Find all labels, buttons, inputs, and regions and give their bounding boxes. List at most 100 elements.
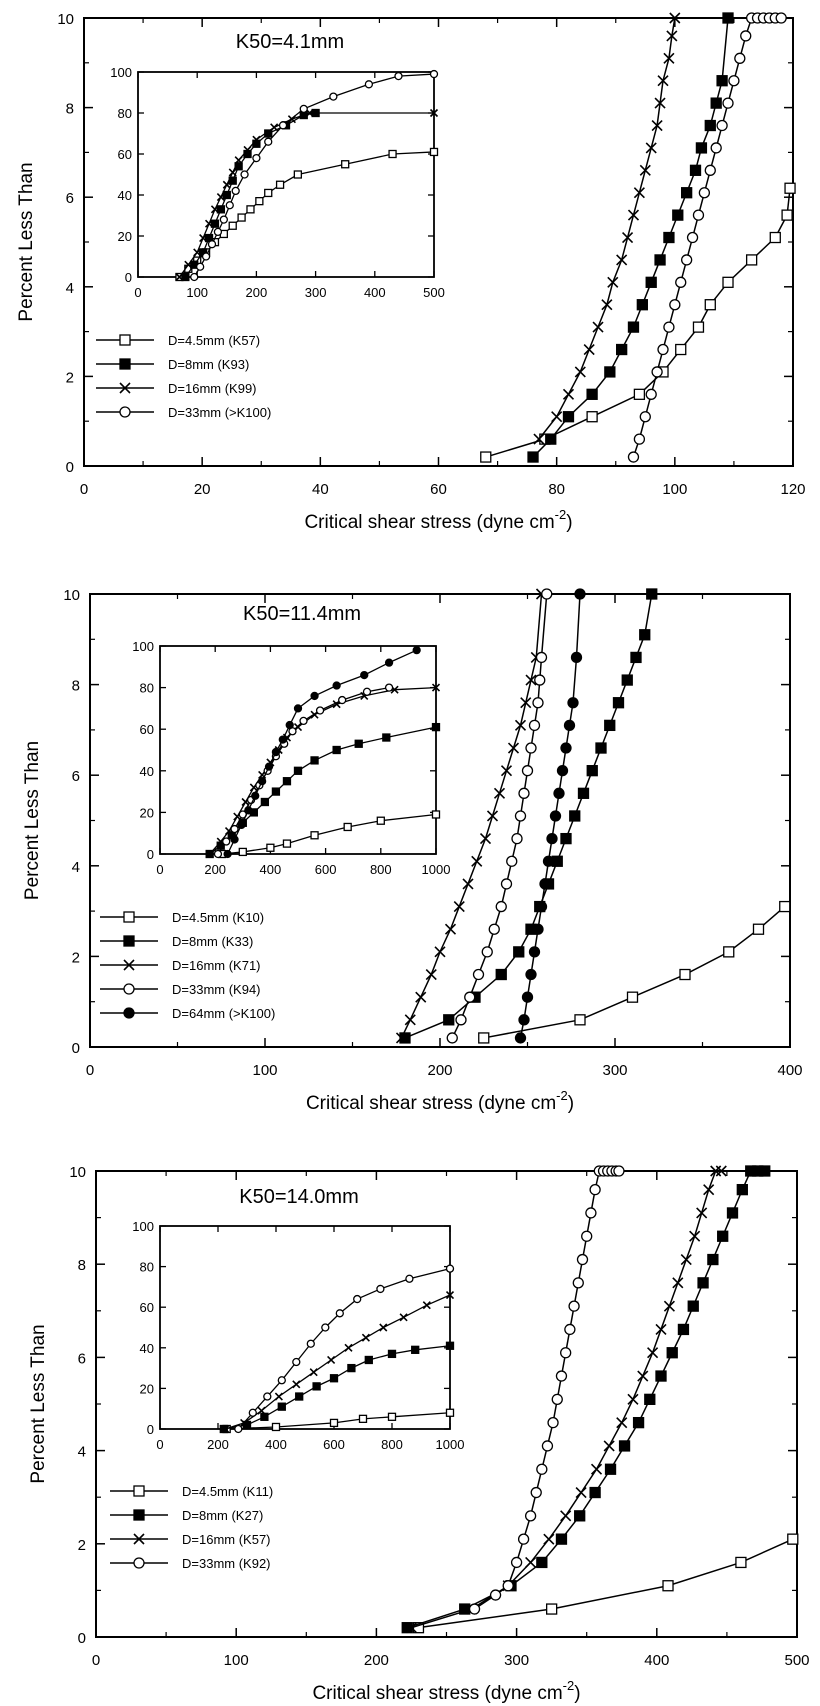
inset-series-1-point	[310, 831, 319, 840]
series-1-point	[781, 209, 793, 221]
series-4-point	[740, 30, 752, 42]
series-2-point	[639, 629, 651, 641]
inset-series-1-point	[228, 221, 237, 230]
inset-series-3-point	[222, 180, 231, 189]
inset-series-4-point	[219, 215, 228, 224]
series-2-point	[759, 1165, 771, 1177]
series-2-point	[722, 12, 734, 24]
inset-series-1-point	[343, 822, 352, 832]
series-4-point	[510, 1556, 523, 1569]
series-4-point	[722, 97, 734, 109]
series-5-point	[553, 787, 565, 799]
series-5-point	[521, 991, 534, 1003]
x-tick-label: 0	[86, 1062, 94, 1079]
inset-series-3-point	[270, 123, 279, 132]
x-tick-label: 0	[80, 481, 88, 498]
inset-series-4-point	[277, 1376, 286, 1385]
y-tick-label: 0	[72, 1040, 80, 1057]
series-3-point	[696, 1207, 708, 1219]
series-4-point	[495, 900, 507, 913]
inset-series-1-point	[266, 843, 275, 852]
series-1-point	[679, 968, 691, 981]
series-2-point	[399, 1032, 411, 1044]
series-2-point	[695, 142, 708, 154]
series-2-point	[627, 321, 640, 333]
inset-x-tick-label: 200	[246, 285, 268, 300]
series-1-point	[480, 451, 492, 463]
series-3-point	[666, 30, 678, 42]
x-tick-label: 500	[784, 1652, 809, 1669]
series-4-point	[704, 164, 716, 176]
inset-series-3-point	[234, 156, 243, 165]
series-4-point	[535, 651, 548, 664]
series-3-point	[689, 1230, 701, 1242]
inset-x-tick-label: 1000	[422, 862, 451, 877]
inset-y-tick-label: 60	[140, 722, 154, 737]
y-tick-label: 2	[66, 369, 74, 386]
inset-series-4-point	[321, 1323, 330, 1332]
series-3-point	[493, 787, 506, 799]
legend-label: D=16mm (K57)	[182, 1532, 271, 1547]
series-4-point	[613, 1165, 625, 1177]
legend-label: D=16mm (K99)	[168, 381, 257, 396]
series-2-point	[717, 1230, 729, 1242]
inset-y-tick-label: 40	[140, 764, 154, 779]
inset-x-tick-label: 500	[423, 285, 445, 300]
inset-series-4-point	[353, 1294, 362, 1304]
series-4-point	[532, 697, 544, 709]
series-4-point	[669, 299, 681, 311]
series-5-point	[539, 878, 551, 890]
inset-series-3-point	[199, 233, 208, 243]
inset-series-1-point	[329, 1418, 339, 1428]
series-group	[401, 1165, 799, 1634]
series-3-point	[434, 946, 446, 958]
series-4-point	[568, 1300, 580, 1312]
inset-series-2-point	[411, 1345, 420, 1354]
inset-series-3-point	[379, 1323, 388, 1332]
y-tick-label: 10	[57, 11, 74, 28]
series-3-point	[486, 810, 499, 822]
legend-marker	[119, 358, 131, 370]
inset-series-3-point	[422, 1301, 431, 1310]
series-2-point	[644, 1393, 656, 1405]
series-4-point	[489, 1589, 502, 1601]
series-3-point	[507, 742, 520, 754]
series-1-point	[769, 231, 781, 244]
inset-series-4-point	[315, 706, 325, 715]
series-1-point	[722, 276, 734, 288]
inset-y-tick-label: 40	[140, 1341, 154, 1356]
legend-label: D=64mm (>K100)	[172, 1006, 275, 1021]
inset-series-4-point	[429, 69, 439, 79]
legend-marker	[119, 382, 131, 394]
inset-series-5-point	[384, 658, 394, 667]
series-5-point	[546, 832, 558, 845]
series-4-point	[710, 142, 722, 154]
inset-series-4-point	[231, 186, 240, 196]
series-5-point	[535, 900, 548, 913]
inset-series-5-point	[223, 849, 232, 859]
x-tick-label: 200	[427, 1062, 452, 1079]
series-3-point	[525, 674, 537, 686]
inset-series-2-point	[382, 733, 391, 742]
inset-series-4-point	[225, 201, 234, 210]
inset-series-3-point	[429, 108, 439, 118]
inset-x-tick-label: 200	[207, 1437, 229, 1452]
series-4-point	[534, 674, 546, 686]
legend-marker	[123, 959, 135, 971]
inset-x-tick-label: 300	[305, 285, 327, 300]
inset-series-1-point	[271, 1422, 281, 1432]
inset-y-tick-label: 80	[118, 106, 132, 121]
series-5-point	[574, 588, 586, 600]
legend: D=4.5mm (K10) D=8mm (K33) D=16mm (K71) D=33…	[100, 910, 275, 1021]
legend-label: D=8mm (K27)	[182, 1508, 263, 1523]
series-3-point	[425, 968, 437, 981]
y-tick-label: 4	[78, 1444, 86, 1461]
series-4-point	[686, 231, 699, 244]
series-4-point	[555, 1370, 568, 1382]
series-line-3	[411, 1170, 722, 1629]
series-5-point	[567, 697, 579, 709]
inset-x-tick-label: 0	[134, 285, 141, 300]
x-tick-label: 100	[224, 1652, 249, 1669]
inset-series-line-1	[222, 813, 437, 855]
inset-y-tick-label: 100	[110, 65, 132, 80]
